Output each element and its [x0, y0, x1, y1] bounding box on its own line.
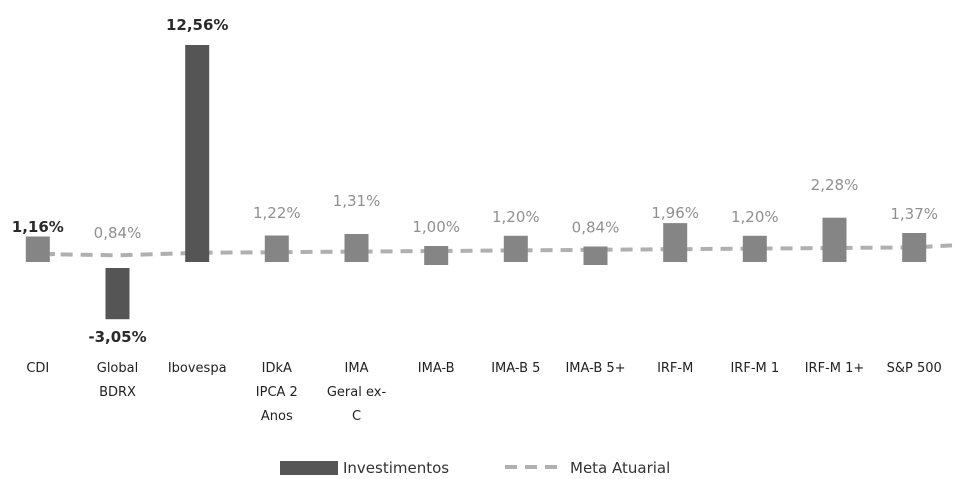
bar-global-bdrx — [105, 268, 130, 320]
bar-irf-m-1 — [742, 235, 767, 262]
bar-ima-b — [424, 246, 449, 265]
category-label-11: S&P 500 — [887, 361, 942, 376]
bar-cdi — [25, 236, 50, 262]
data-label-8: 1,96% — [651, 204, 699, 222]
bars-layer — [25, 45, 927, 320]
legend: Investimentos Meta Atuarial — [280, 459, 670, 477]
bar-irf-m-1- — [822, 217, 847, 262]
bar-ima-geral-ex-c — [344, 234, 369, 262]
category-label-0: CDI — [26, 361, 49, 376]
category-label-5: IMA-B — [418, 361, 455, 376]
data-label-10: 2,28% — [811, 176, 859, 194]
data-label-4: 1,31% — [333, 192, 381, 210]
legend-swatch-investimentos — [280, 461, 338, 475]
data-label-11: 1,37% — [890, 205, 938, 223]
legend-label-meta-atuarial: Meta Atuarial — [570, 459, 670, 477]
bar-ima-b-5- — [583, 246, 608, 265]
bar-ima-b-5 — [503, 235, 528, 262]
category-label-2: Ibovespa — [168, 361, 227, 376]
meta-atuarial-line-layer — [37, 243, 953, 258]
category-label-7: IMA-B 5+ — [565, 361, 625, 376]
data-label-0: 1,16% — [12, 218, 64, 236]
data-label-1: 0,84% — [94, 224, 142, 242]
category-labels-layer: CDI Global BDRX Ibovespa IDkA IPCA 2 Anos IMA Ge… — [26, 361, 941, 424]
category-label-9: IRF-M 1 — [730, 361, 779, 376]
data-label-6: 1,20% — [492, 208, 540, 226]
legend-label-investimentos: Investimentos — [343, 459, 449, 477]
category-label-10: IRF-M 1+ — [805, 361, 865, 376]
category-label-1: Global BDRX — [97, 361, 138, 400]
bar-idka-ipca-2-anos — [264, 235, 289, 262]
bar-irf-m — [663, 223, 688, 262]
data-label-9: 1,20% — [731, 208, 779, 226]
data-label-3: 1,22% — [253, 204, 301, 222]
category-label-3: IDkA IPCA 2 Anos — [256, 361, 298, 424]
data-label-7: 0,84% — [572, 218, 620, 236]
data-label-2: 12,56% — [166, 16, 228, 34]
category-label-6: IMA-B 5 — [491, 361, 540, 376]
data-label-5: 1,00% — [412, 218, 460, 236]
category-label-8: IRF-M — [657, 361, 693, 376]
bar-s-p-500 — [902, 233, 927, 262]
bar-ibovespa — [185, 45, 210, 262]
data-label-negative-0: -3,05% — [88, 328, 146, 346]
category-label-4: IMA Geral ex-C — [327, 361, 387, 424]
data-labels-layer: 1,16% 0,84% 12,56% 1,22% 1,31% 1,00% 1,20% 0,84… — [12, 16, 938, 346]
meta-atuarial-line — [37, 243, 953, 258]
